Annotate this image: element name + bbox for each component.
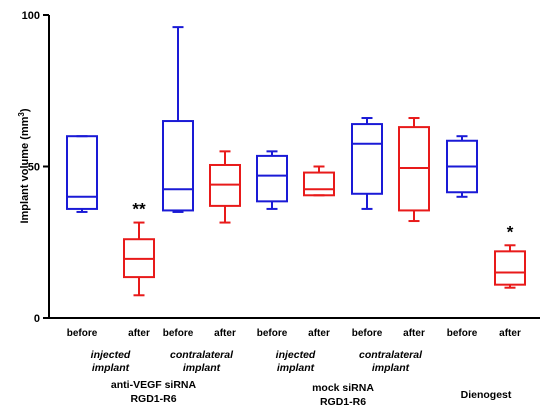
box-iqr <box>256 154 288 203</box>
box-10-after <box>494 244 526 289</box>
subgroup-label: injected <box>91 349 131 361</box>
y-tick-label: 0 <box>34 313 40 325</box>
x-category-label: before <box>163 328 194 339</box>
box-2-after <box>123 221 155 297</box>
box-8-after <box>398 117 430 223</box>
x-category-label: before <box>447 328 478 339</box>
box-3-before <box>162 26 194 213</box>
subgroup-label: implant <box>183 362 221 374</box>
box-iqr <box>351 123 383 195</box>
subgroup-label: injected <box>276 349 316 361</box>
boxes: *** <box>66 26 526 297</box>
x-category-label: after <box>214 328 236 339</box>
box-iqr <box>162 120 194 212</box>
group-label: anti-VEGF siRNA <box>111 379 197 391</box>
subgroup-label: implant <box>92 362 130 374</box>
x-category-label: after <box>403 328 425 339</box>
x-category-label: after <box>128 328 150 339</box>
subgroup-label: contralateral <box>359 349 423 361</box>
axes: 0 50 100 <box>22 10 540 325</box>
x-category-label: before <box>352 328 383 339</box>
significance-marker: * <box>507 222 514 241</box>
group-label: RGD1-R6 <box>320 396 366 408</box>
subgroup-label: contralateral <box>170 349 234 361</box>
box-iqr <box>303 171 335 197</box>
y-tick-label: 50 <box>28 162 40 174</box>
group-label: RGD1-R6 <box>130 393 176 405</box>
box-iqr <box>66 135 98 210</box>
box-iqr <box>494 250 526 286</box>
group-label: mock siRNA <box>312 382 374 394</box>
box-1-before <box>66 135 98 213</box>
box-4-after <box>209 150 241 224</box>
x-category-label: before <box>257 328 288 339</box>
group-label: Dienogest <box>461 389 512 401</box>
box-5-before <box>256 150 288 210</box>
y-axis-label: Implant volume (mm3) <box>17 108 31 223</box>
y-tick-label: 100 <box>22 10 40 22</box>
box-9-before <box>446 135 478 198</box>
box-6-after <box>303 165 335 197</box>
subgroup-label: implant <box>372 362 410 374</box>
category-labels: before after before after before after before a… <box>67 328 521 408</box>
x-category-label: after <box>499 328 521 339</box>
x-category-label: after <box>308 328 330 339</box>
subgroup-label: implant <box>277 362 315 374</box>
significance-marker: ** <box>132 200 146 219</box>
box-7-before <box>351 117 383 210</box>
x-category-label: before <box>67 328 98 339</box>
